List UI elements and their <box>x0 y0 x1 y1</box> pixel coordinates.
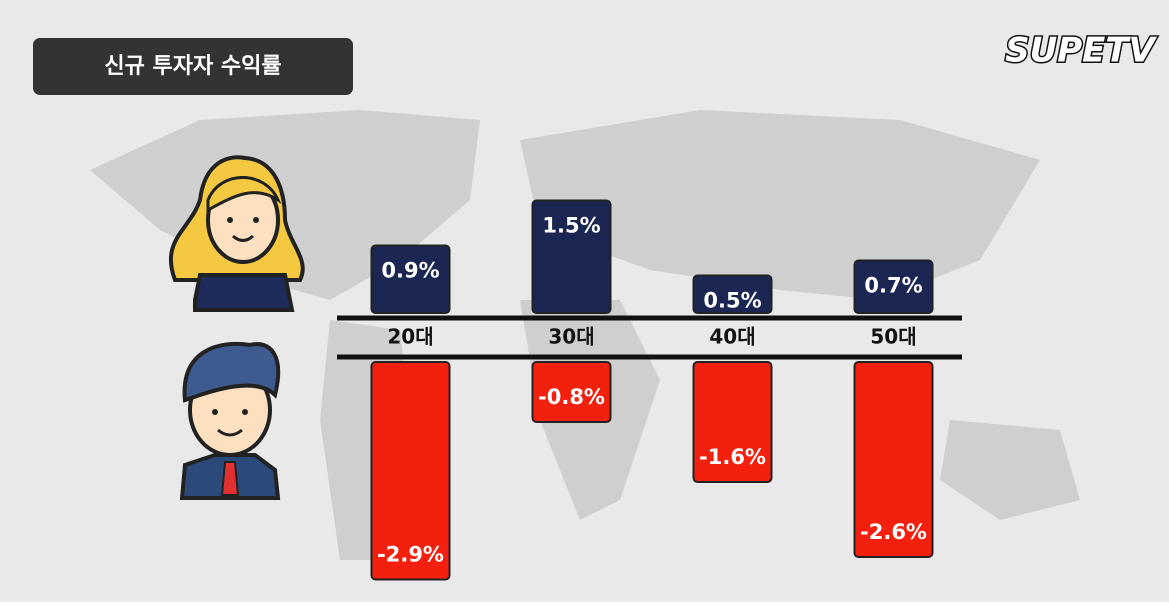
title-box <box>33 38 353 95</box>
data-label: -2.6% <box>860 520 927 544</box>
x-tick-label: 30대 <box>548 325 594 349</box>
bar <box>853 259 934 314</box>
x-tick-label: 40대 <box>709 325 755 349</box>
data-label: -1.6% <box>699 445 766 469</box>
data-label: -2.9% <box>377 543 444 567</box>
data-label: 0.5% <box>703 289 761 313</box>
bar <box>531 199 612 314</box>
data-label: 0.9% <box>381 259 439 283</box>
data-label: -0.8% <box>538 385 605 409</box>
data-label: 1.5% <box>542 214 600 238</box>
x-tick-label: 50대 <box>870 325 916 349</box>
bar <box>692 274 773 314</box>
bar <box>853 361 934 558</box>
chart-title: 신규 투자자 수익률 <box>104 54 281 79</box>
bar <box>370 361 451 581</box>
bar <box>531 361 612 423</box>
bar <box>370 244 451 314</box>
logo: SUPETV <box>1005 31 1157 71</box>
man-icon <box>179 341 281 500</box>
x-tick-label: 20대 <box>387 325 433 349</box>
data-label: 0.7% <box>864 274 922 298</box>
woman-icon <box>168 155 305 312</box>
bar <box>692 361 773 483</box>
